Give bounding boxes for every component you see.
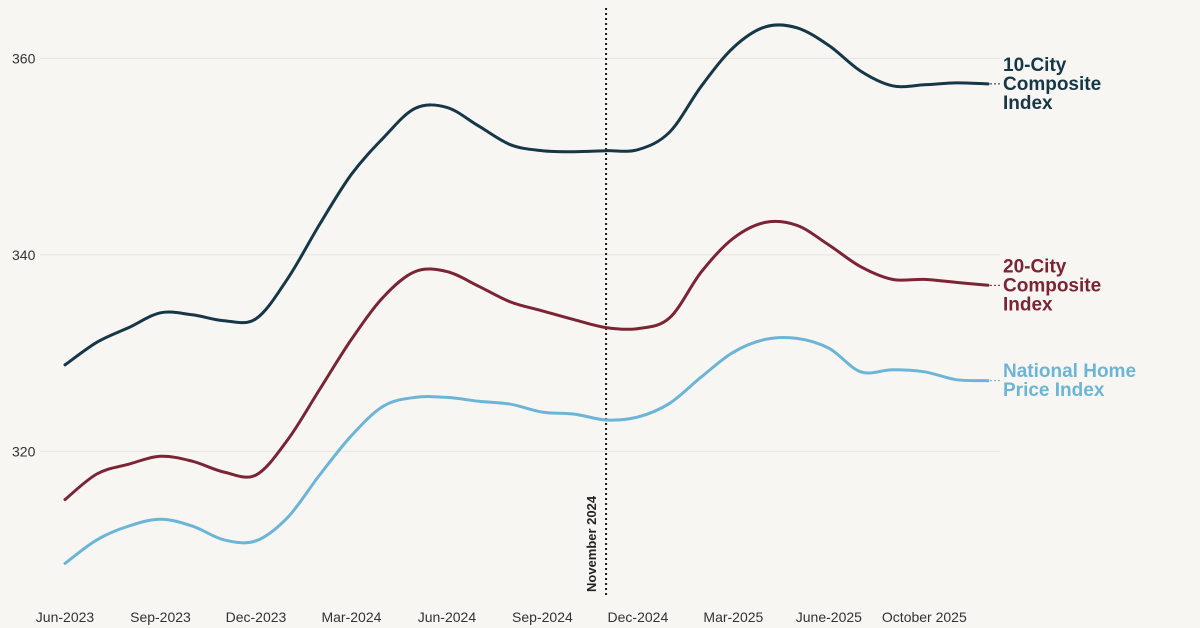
x-tick-label: June-2025 [796,609,862,625]
series-label-line: 10-City [1003,55,1067,76]
x-tick-label: Sep-2023 [130,609,191,625]
x-tick-label: Sep-2024 [512,609,573,625]
series-label-10-city: 10-City Composite Index [1003,55,1101,114]
x-tick-label: Mar-2025 [703,609,763,625]
x-tick-label: Jun-2023 [36,609,95,625]
series-label-line: National Home [1003,361,1136,382]
x-tick-label: Mar-2024 [321,609,381,625]
x-axis-ticks: Jun-2023 Sep-2023 Dec-2023 Mar-2024 Jun-2024… [36,609,967,625]
annotation: November 2024 [584,8,608,598]
grid [40,57,1000,452]
series-label-line: Index [1003,294,1053,315]
y-tick-label: 320 [12,443,36,459]
x-tick-label: Jun-2024 [418,609,477,625]
series-label-line: Price Index [1003,380,1105,401]
series-lines [63,23,990,565]
series-line-national [63,335,990,565]
series-line-10-city [63,23,990,367]
series-label-line: Composite [1003,74,1101,95]
x-tick-label: October 2025 [882,609,967,625]
x-tick-label: Dec-2024 [608,609,669,625]
y-tick-label: 340 [12,247,36,263]
series-line-20-city [63,219,990,502]
y-axis-ticks: 320 340 360 [12,50,36,459]
x-tick-label: Dec-2023 [226,609,287,625]
y-tick-label: 360 [12,50,36,66]
series-label-national: National Home Price Index [1003,361,1136,401]
annotation-label: November 2024 [584,495,599,592]
series-label-line: Composite [1003,275,1101,296]
series-label-line: 20-City [1003,256,1067,277]
series-label-line: Index [1003,93,1053,114]
series-label-20-city: 20-City Composite Index [1003,256,1101,315]
